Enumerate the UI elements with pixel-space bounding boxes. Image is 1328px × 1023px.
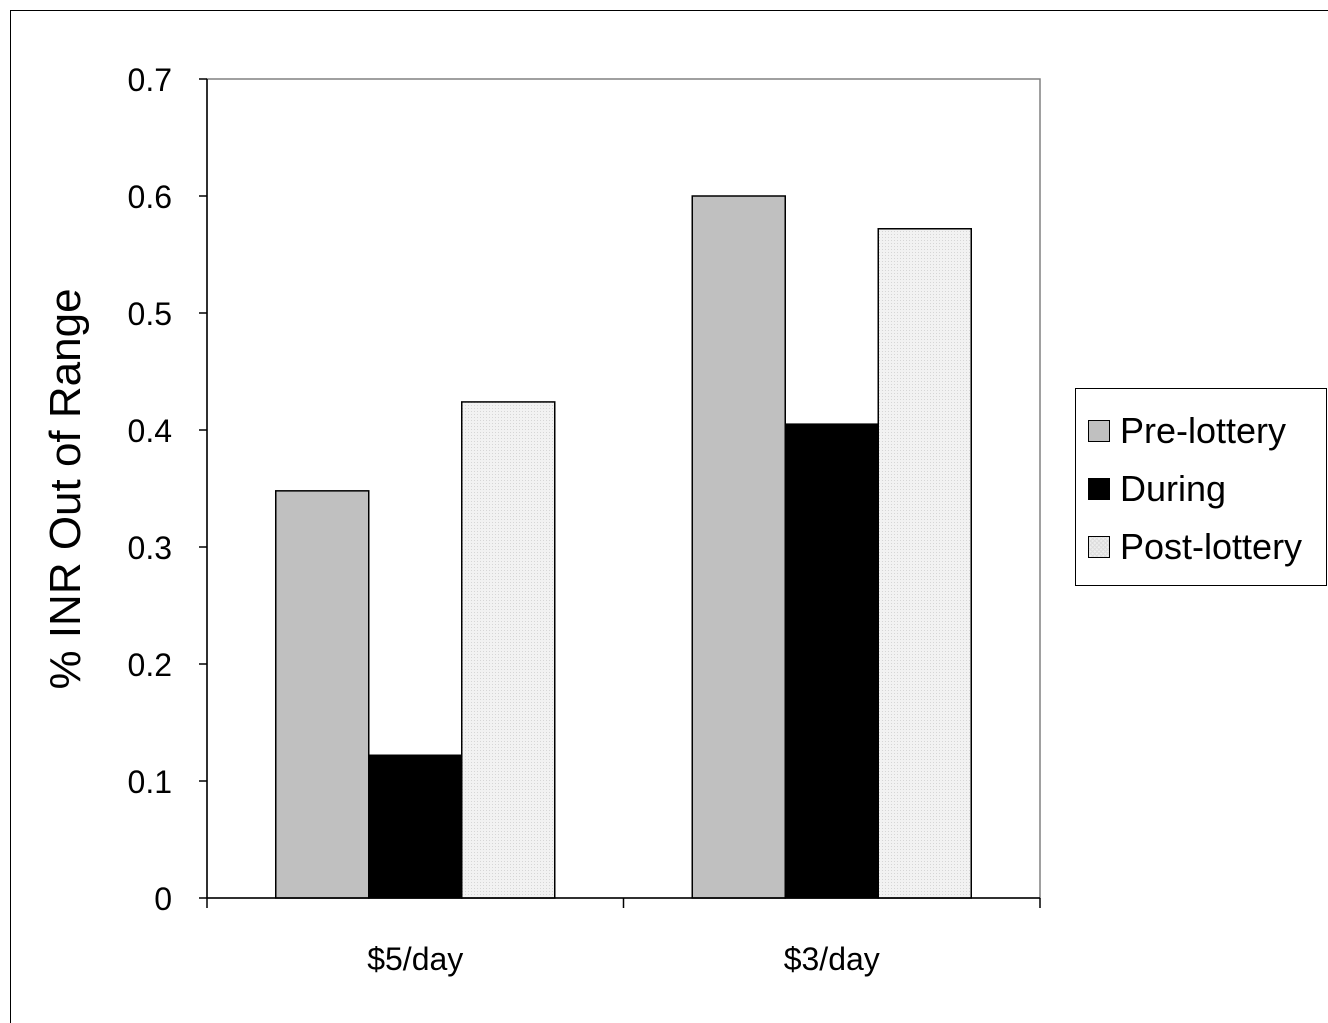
bars <box>275 195 972 899</box>
y-tick-label: 0 <box>154 881 172 917</box>
bar-pre-lottery-2 <box>691 195 786 899</box>
y-tick-label: 0.2 <box>128 647 172 683</box>
legend-item-during: During <box>1088 468 1227 509</box>
legend-label-during: During <box>1120 468 1227 509</box>
y-tick-label: 0.3 <box>128 530 172 566</box>
y-tick-label: 0.5 <box>128 296 172 332</box>
legend-swatch-post-lottery <box>1088 536 1110 558</box>
bar-during-2 <box>784 423 879 899</box>
y-tick-label: 0.4 <box>128 413 172 449</box>
x-tick-label: $5/day <box>367 941 463 977</box>
y-tick-label: 0.7 <box>128 62 172 98</box>
bar-during-1 <box>368 754 463 899</box>
axes: 0 0.1 0.2 0.3 0.4 0.5 0.6 0.7 $5/day $3/day <box>128 62 1041 977</box>
legend-item-pre-lottery: Pre-lottery <box>1088 410 1287 451</box>
bar-post-lottery-1 <box>461 401 556 899</box>
bar-pre-lottery-1 <box>275 490 370 899</box>
x-tick-label: $3/day <box>784 941 880 977</box>
legend-swatch-pre-lottery <box>1088 420 1110 442</box>
chart-frame <box>10 10 1328 1023</box>
legend: Pre-lottery During Post-lottery <box>1075 388 1327 586</box>
legend-item-post-lottery: Post-lottery <box>1088 526 1303 567</box>
y-tick-label: 0.6 <box>128 179 172 215</box>
legend-label-pre-lottery: Pre-lottery <box>1120 410 1287 451</box>
legend-label-post-lottery: Post-lottery <box>1120 526 1303 567</box>
legend-swatch-during <box>1088 478 1110 500</box>
bar-post-lottery-2 <box>877 228 972 899</box>
y-axis-label: % INR Out of Range <box>41 288 90 689</box>
y-tick-label: 0.1 <box>128 764 172 800</box>
